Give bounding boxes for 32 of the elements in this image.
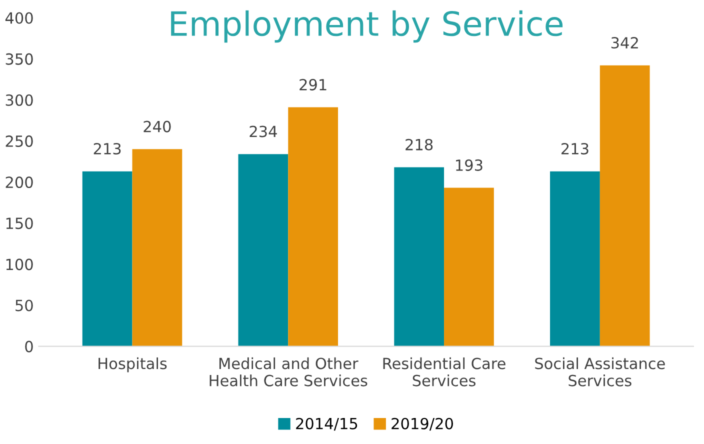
chart-title: Employment by Service [171,10,563,43]
y-tick-label: 150 [6,218,33,230]
bar [288,107,338,346]
x-tick-label: Residential Care Services [383,357,506,386]
data-label: 240 [144,120,171,132]
bar [238,154,288,346]
bar [394,167,444,346]
y-tick-label: 350 [6,53,33,65]
legend-label: 2014/15 [296,418,358,431]
bar [550,171,600,346]
data-label: 193 [456,159,482,171]
y-tick-label: 400 [5,12,33,24]
x-tick-label: Medical and Other Health Care Services [210,357,368,386]
bar [82,171,132,346]
y-tick-label: 100 [6,258,33,270]
legend-label: 2019/20 [392,418,453,431]
bar [600,65,650,346]
x-tick-label: Hospitals [98,357,167,372]
data-label: 213 [562,142,588,155]
data-label: 234 [250,126,277,138]
bar [444,188,494,346]
bar [132,149,182,346]
y-tick-label: 200 [6,176,33,188]
y-tick-label: 0 [25,340,33,352]
x-tick-label: Social Assistance Services [535,357,665,386]
data-label: 342 [611,36,638,49]
data-label: 291 [300,78,326,90]
data-label: 218 [406,138,433,150]
y-tick-label: 250 [6,135,33,147]
data-label: 213 [94,142,121,155]
y-tick-label: 50 [16,300,33,312]
y-tick-label: 300 [6,94,33,106]
